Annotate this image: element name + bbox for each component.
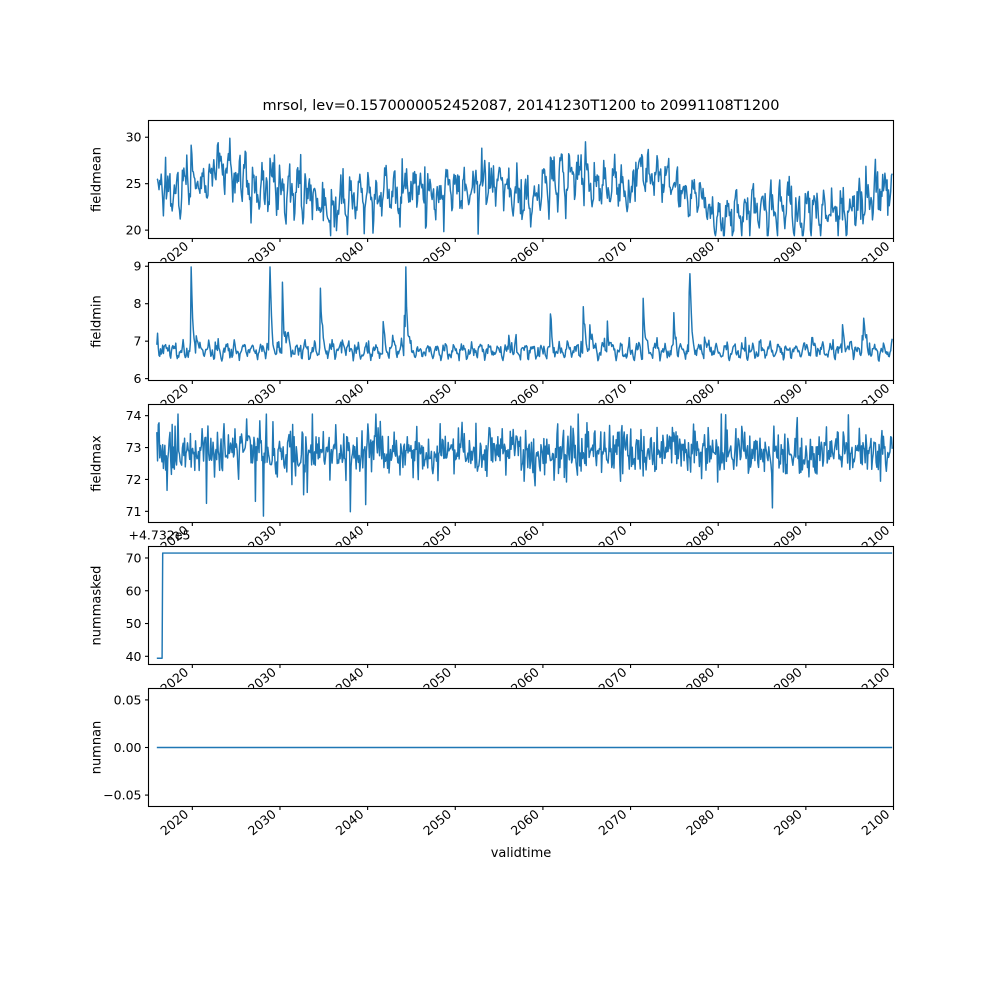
y-tick-label: 9 [134, 259, 142, 274]
y-axis-offset-text: +4.732e5 [129, 528, 191, 543]
y-tick-label: 6 [134, 371, 142, 386]
data-line-nummasked [156, 552, 893, 659]
axes-spines [147, 545, 895, 666]
y-tick-label: 30 [126, 130, 142, 145]
plot-area [148, 262, 894, 381]
y-tick-label: 0.05 [114, 692, 142, 707]
figure-title: mrsol, lev=0.1570000052452087, 20141230T… [263, 98, 780, 114]
y-tick-label: 73 [126, 440, 142, 455]
y-tick-label: −0.05 [103, 788, 141, 803]
plot-area [148, 546, 894, 665]
axes-spines [147, 119, 895, 240]
y-tick-label: 60 [126, 583, 142, 598]
y-tick-label: 74 [126, 408, 142, 423]
axes-spines [147, 261, 895, 382]
x-axis-label: validtime [491, 846, 552, 861]
y-tick-label: 8 [134, 296, 142, 311]
y-tick-label: 70 [126, 550, 142, 565]
y-axis-label-fieldmin: fieldmin [90, 295, 105, 348]
axes-spines [147, 403, 895, 524]
y-tick-label: 20 [126, 223, 142, 238]
y-tick-label: 40 [126, 649, 142, 664]
y-tick-label: 25 [126, 176, 142, 191]
y-tick-label: 0.00 [114, 740, 142, 755]
y-axis-label-nummasked: nummasked [90, 566, 105, 646]
y-axis-label-numnan: numnan [90, 721, 105, 775]
y-axis-label-fieldmax: fieldmax [90, 435, 105, 492]
y-tick-label: 72 [126, 472, 142, 487]
y-tick-label: 7 [134, 334, 142, 349]
y-tick-label: 71 [126, 504, 142, 519]
y-tick-label: 50 [126, 616, 142, 631]
data-line-fieldmax [156, 413, 893, 517]
y-axis-label-fieldmean: fieldmean [90, 147, 105, 212]
data-line-fieldmin [156, 266, 893, 362]
data-line-fieldmean [156, 137, 893, 237]
